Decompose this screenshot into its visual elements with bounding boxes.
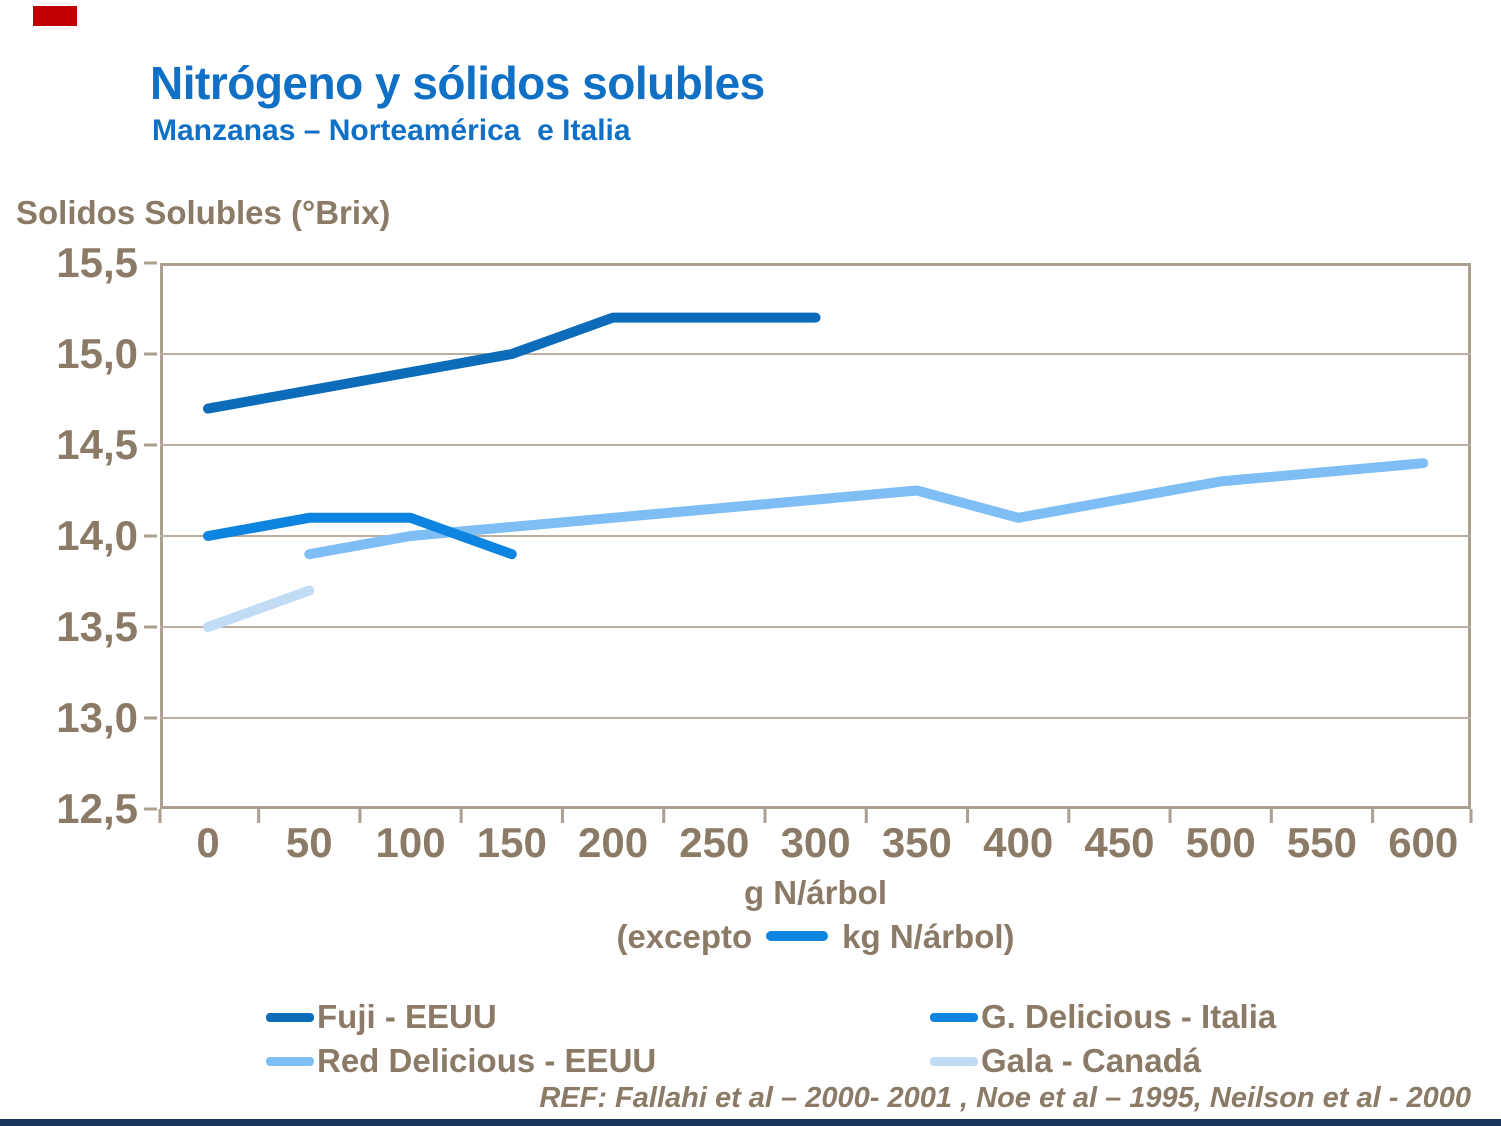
legend-item-fuji-eeuu: Fuji - EEUU (266, 996, 930, 1038)
y-tick-label: 15,5 (56, 239, 138, 286)
x-tick-label: 0 (196, 819, 220, 866)
y-tick-label: 14,0 (56, 512, 138, 559)
x-axis-caption-prefix: (excepto (616, 918, 753, 955)
x-axis-caption-line2: (excepto kg N/árbol) (160, 918, 1471, 956)
x-tick-label: 300 (780, 819, 851, 866)
legend-label: Fuji - EEUU (317, 998, 497, 1035)
reference-text: REF: Fallahi et al – 2000- 2001 , Noe et… (539, 1082, 1471, 1114)
legend-swatch-icon (266, 1012, 314, 1022)
y-tick-label: 14,5 (56, 421, 138, 468)
x-axis-caption-line1: g N/árbol (743, 874, 887, 911)
x-axis-caption-suffix: kg N/árbol) (842, 918, 1015, 955)
legend-swatch-icon (930, 1056, 978, 1066)
x-tick-label: 600 (1388, 819, 1459, 866)
series-line-gala-canad- (203, 585, 315, 632)
legend-item-gala-canad-: Gala - Canadá (930, 1040, 1476, 1082)
slide-title: Nitrógeno y sólidos solubles (150, 57, 765, 109)
x-tick-label: 500 (1185, 819, 1256, 866)
x-tick-label: 150 (476, 819, 547, 866)
y-axis-title: Solidos Solubles (°Brix) (16, 194, 391, 231)
slide-subtitle: Manzanas – Norteamérica e Italia (152, 114, 631, 147)
x-tick-label: 200 (578, 819, 649, 866)
y-tick-label: 13,0 (56, 694, 138, 741)
top-left-red-accent-bar (33, 6, 77, 26)
plot-area (144, 261, 1473, 823)
x-tick-label: 450 (1084, 819, 1155, 866)
bottom-navy-bar (0, 1119, 1501, 1126)
y-tick-label: 13,5 (56, 603, 138, 650)
x-tick-label: 400 (983, 819, 1054, 866)
chart-legend: Fuji - EEUU G. Delicious - Italia Red Deli… (266, 996, 1476, 1082)
legend-label: Red Delicious - EEUU (317, 1042, 657, 1079)
x-tick-label: 550 (1286, 819, 1357, 866)
legend-label: Gala - Canadá (981, 1042, 1202, 1079)
y-tick-label: 12,5 (56, 785, 138, 832)
legend-item-red-delicious-eeuu: Red Delicious - EEUU (266, 1040, 930, 1082)
legend-swatch-icon (266, 1056, 314, 1066)
y-axis-tick-labels: 15,5 15,0 14,5 14,0 13,5 13,0 12,5 (0, 242, 138, 830)
blue-dash-icon (766, 931, 829, 942)
legend-item-g-delicious-italia: G. Delicious - Italia (930, 996, 1476, 1038)
x-axis-tick-labels: 0 50 100 150 200 250 300 350 400 450 500 550 600 (160, 820, 1471, 870)
series-line-fuji-eeuu (203, 312, 821, 414)
line-chart (144, 261, 1473, 823)
x-tick-label: 350 (881, 819, 952, 866)
legend-swatch-icon (930, 1012, 978, 1022)
y-tick-label: 15,0 (56, 330, 138, 377)
series-line-g-delicious-italia (203, 512, 517, 560)
x-tick-label: 100 (375, 819, 446, 866)
x-tick-label: 50 (285, 819, 333, 866)
legend-label: G. Delicious - Italia (981, 998, 1277, 1035)
x-tick-label: 250 (679, 819, 750, 866)
